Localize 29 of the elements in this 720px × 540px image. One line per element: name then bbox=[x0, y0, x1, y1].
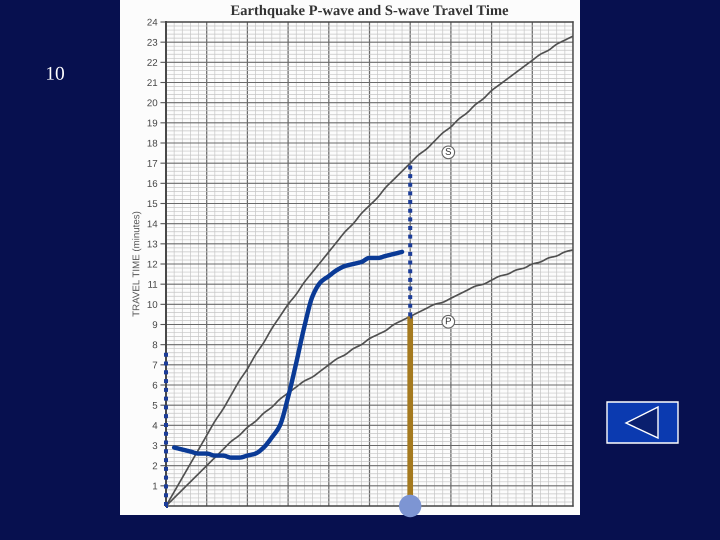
y-tick-label: 24 bbox=[147, 18, 158, 26]
y-tick-label: 17 bbox=[148, 160, 158, 167]
y-tick-label: 19 bbox=[148, 120, 158, 126]
y-tick-label: 13 bbox=[148, 240, 158, 248]
y-tick-label: 2 bbox=[152, 462, 158, 470]
y-tick-label: 3 bbox=[152, 442, 158, 450]
y-tick-label: 18 bbox=[148, 140, 158, 147]
y-tick-label: 1 bbox=[153, 482, 158, 490]
chart-title: Earthquake P-wave and S-wave Travel Time bbox=[230, 4, 508, 18]
y-tick-label: 9 bbox=[152, 321, 158, 328]
y-tick-label: 22 bbox=[147, 59, 158, 66]
y-tick-label: 8 bbox=[152, 341, 158, 348]
y-tick-label: 6 bbox=[152, 382, 158, 389]
y-tick-label: 7 bbox=[152, 362, 158, 368]
y-tick-label: 4 bbox=[152, 422, 158, 429]
y-tick-label: 10 bbox=[148, 301, 158, 308]
y-tick-label: 5 bbox=[152, 402, 158, 409]
y-tick-label: 16 bbox=[148, 180, 158, 187]
y-axis-title: TRAVEL TIME (minutes) bbox=[132, 212, 142, 317]
y-tick-label: 20 bbox=[147, 99, 158, 106]
y-tick-label: 11 bbox=[148, 281, 158, 288]
text: 10 bbox=[46, 66, 64, 80]
y-tick-label: 15 bbox=[148, 200, 158, 208]
y-tick-label: 14 bbox=[148, 220, 158, 228]
series-label: S bbox=[446, 148, 452, 155]
y-tick-label: 23 bbox=[147, 38, 158, 46]
y-tick-label: 12 bbox=[148, 260, 158, 268]
y-tick-label: 21 bbox=[147, 79, 158, 86]
series-label: P bbox=[446, 318, 452, 324]
